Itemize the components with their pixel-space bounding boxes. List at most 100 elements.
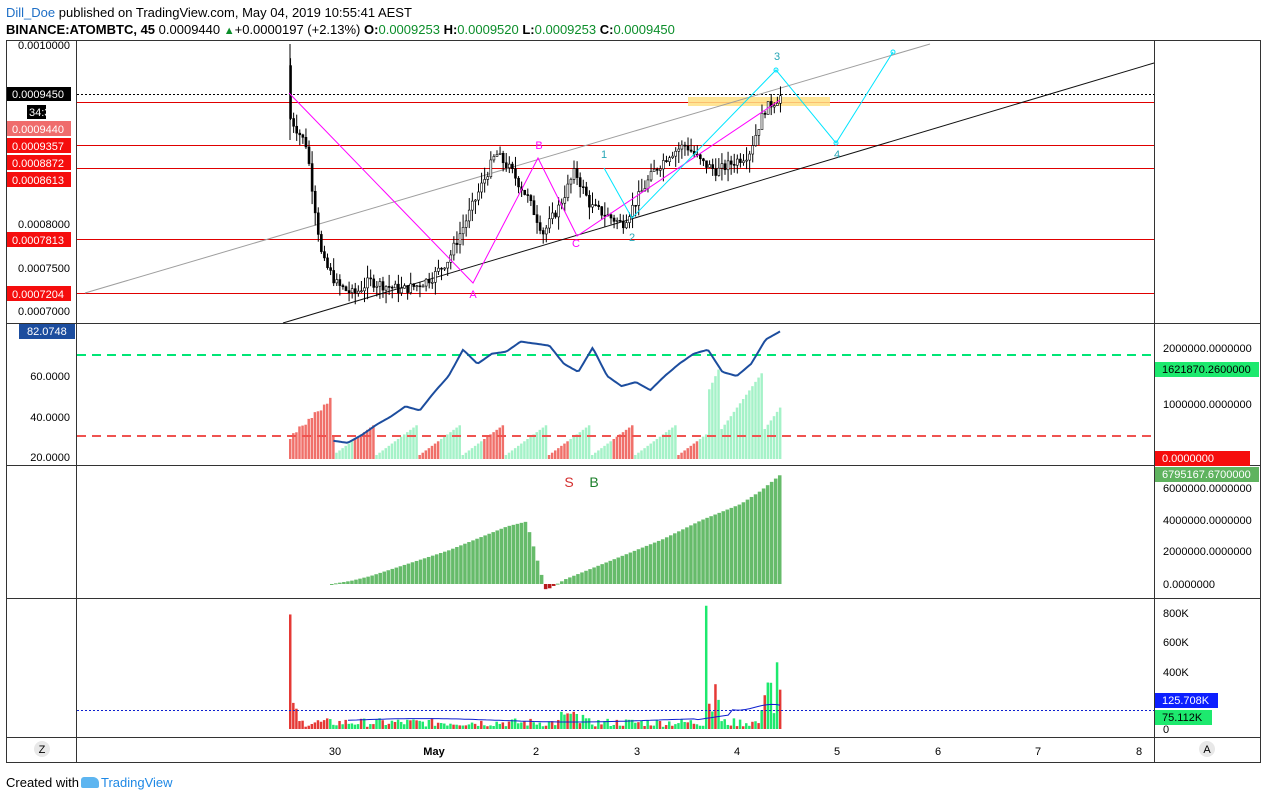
volume-bar <box>430 718 434 729</box>
volume-bar <box>347 723 351 729</box>
money-flow-bar <box>748 390 751 459</box>
candle-body <box>711 164 714 169</box>
cumulative-bar <box>765 485 770 584</box>
money-flow-bar <box>664 432 668 459</box>
candle-body <box>430 281 434 284</box>
cumulative-bar <box>652 542 657 584</box>
volume-bar <box>427 719 431 729</box>
change-value: +0.0000197 (+2.13%) <box>234 22 361 37</box>
money-flow-bar <box>643 448 646 459</box>
low-value: 0.0009253 <box>534 22 597 37</box>
cumulative-bar <box>451 548 455 584</box>
money-flow-bar <box>393 441 397 459</box>
author-link[interactable]: Dill_Doe <box>6 5 56 20</box>
tradingview-logo-icon <box>80 777 99 788</box>
cumulative-bar <box>689 525 693 584</box>
x-tick-label: 8 <box>1136 746 1142 758</box>
volume-bar <box>313 722 317 729</box>
money-flow-bar <box>640 450 643 459</box>
cumulative-bar <box>390 568 395 584</box>
cumulative-bar <box>527 532 532 584</box>
price-pane: A B C 1 2 3 4 0.0010000 0.0008000 0.0007… <box>7 40 1155 324</box>
candle-body <box>544 227 548 235</box>
candle-body <box>646 179 650 189</box>
candle-body <box>446 261 449 269</box>
candle-body <box>329 267 332 271</box>
volume-bar <box>513 718 517 729</box>
volume-bar <box>409 720 412 729</box>
candle-body <box>350 288 354 294</box>
buy-marker: B <box>589 474 598 490</box>
cumulative-bar <box>568 577 572 584</box>
money-flow-bar <box>686 448 689 459</box>
money-flow-bar <box>572 436 575 459</box>
candle-body <box>625 222 628 229</box>
cumulative-bar <box>350 580 354 584</box>
cumulative-bar <box>701 519 705 584</box>
cumulative-bar <box>491 532 495 584</box>
candle-body <box>511 163 514 170</box>
chart-frame <box>6 40 1261 763</box>
volume-bar <box>458 725 461 729</box>
cumulative-bar <box>753 494 758 584</box>
cumulative-bar <box>378 572 382 584</box>
price-badge-text: 0.0008613 <box>12 175 64 187</box>
cumulative-bar <box>697 521 701 584</box>
money-flow-bar <box>476 443 480 459</box>
volume-bar <box>369 724 372 729</box>
volume-bar <box>507 721 511 729</box>
wave-point <box>890 49 896 55</box>
cumulative-bar <box>455 547 459 584</box>
candle-body <box>754 135 758 146</box>
money-flow-bar <box>671 427 674 459</box>
money-flow-bar <box>396 439 400 459</box>
volume-bar <box>535 724 538 729</box>
resistance-zone <box>688 97 830 106</box>
tradingview-link[interactable]: TradingView <box>100 775 173 790</box>
money-flow-bar <box>427 448 431 459</box>
candle-body <box>618 220 622 222</box>
countdown-text: 34:31 <box>29 107 57 119</box>
candle-body <box>726 160 730 171</box>
volume-bar <box>406 719 409 729</box>
candle-body <box>415 285 419 288</box>
candle-body <box>403 285 406 289</box>
money-flow-bar <box>289 439 292 459</box>
volume-bar <box>553 725 557 729</box>
countdown-badge <box>27 105 46 119</box>
candle-body <box>360 290 363 293</box>
cumulative-bar <box>443 551 447 584</box>
x-tick-label: 2 <box>533 746 539 758</box>
money-flow-bar <box>298 426 301 459</box>
money-flow-bar <box>769 420 773 459</box>
volume-bar <box>325 718 329 729</box>
candle-body <box>366 277 369 289</box>
volume-bar <box>366 726 369 729</box>
volume-bar <box>569 713 572 729</box>
price-badge-text: 0.0008872 <box>12 158 64 170</box>
rsi-line <box>333 330 781 444</box>
last-price: 0.0009440 <box>158 22 221 37</box>
candle-body <box>541 230 545 235</box>
cumulative-bar <box>551 584 556 586</box>
cumulative-bar <box>709 516 713 584</box>
money-flow-bar <box>612 439 616 459</box>
money-flow-bar <box>692 443 696 459</box>
auto-scale-z-button[interactable]: Z <box>34 741 50 757</box>
cumulative-bar <box>338 582 342 584</box>
money-flow-bar <box>467 450 471 459</box>
money-flow-bar <box>347 443 351 459</box>
cumulative-bar <box>604 562 608 584</box>
candle-body <box>572 168 576 180</box>
auto-scale-a-button[interactable]: A <box>1199 741 1215 757</box>
money-flow-bar <box>698 439 702 459</box>
volume-bar <box>594 726 597 729</box>
volume-bar <box>637 722 640 729</box>
volume-bar <box>510 719 514 729</box>
value-badge-text: 125.708K <box>1162 695 1210 707</box>
candle-body <box>714 168 718 176</box>
candle-body <box>736 158 739 166</box>
cumulative-bar <box>499 528 504 584</box>
candle-body <box>686 145 690 151</box>
